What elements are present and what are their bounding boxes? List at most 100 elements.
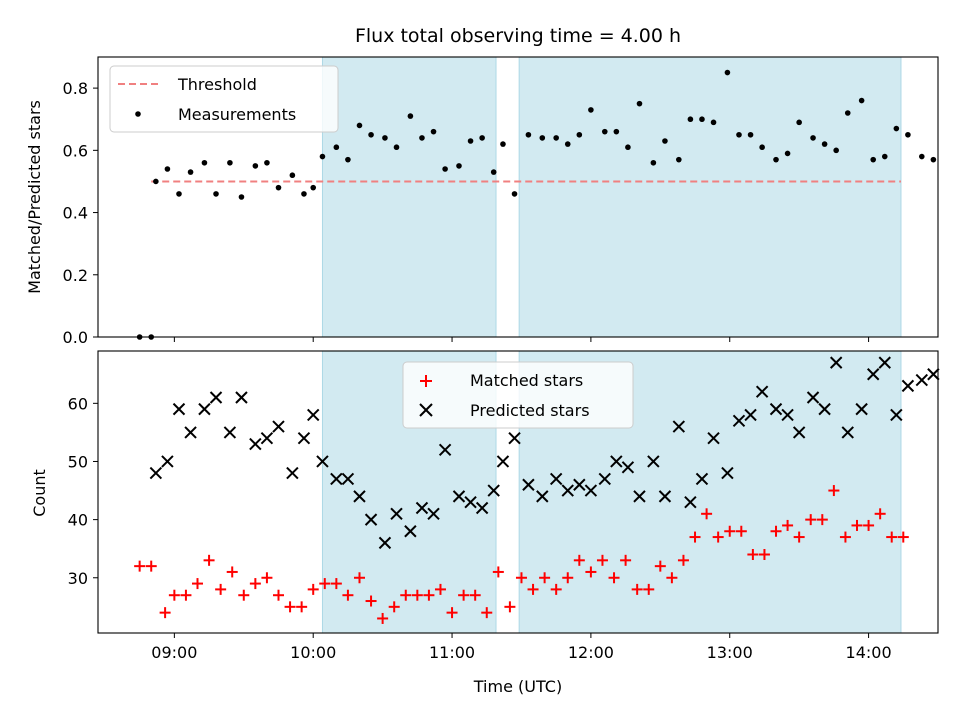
predicted-point xyxy=(316,455,329,468)
measurement-point xyxy=(858,97,865,104)
measurement-point xyxy=(430,128,437,135)
predicted-point xyxy=(404,525,417,538)
matched-point xyxy=(573,554,585,566)
bottom-x-tick-label: 10:00 xyxy=(290,643,336,662)
matched-point xyxy=(770,525,782,537)
measurement-point xyxy=(919,153,925,160)
predicted-point-stroke xyxy=(818,402,831,416)
predicted-point-stroke xyxy=(769,402,783,416)
matched-point xyxy=(492,566,504,578)
predicted-point-stroke xyxy=(927,368,940,381)
matched-point xyxy=(874,508,886,520)
predicted-point-stroke xyxy=(260,432,274,445)
matched-point xyxy=(758,549,770,561)
predicted-point-stroke xyxy=(806,391,820,404)
predicted-point xyxy=(927,368,940,381)
predicted-point xyxy=(829,356,843,369)
matched-point xyxy=(839,531,851,543)
top-axis-ticks: 0.0 0.2 0.4 0.6 0.8 xyxy=(63,79,870,347)
predicted-point-stroke xyxy=(297,432,311,445)
top-y-tick-label: 0.2 xyxy=(63,266,88,285)
predicted-point xyxy=(781,408,794,422)
predicted-point-stroke xyxy=(901,379,915,393)
measurement-point xyxy=(662,138,668,144)
predicted-point-stroke xyxy=(404,525,417,538)
top-y-tick-label: 0.6 xyxy=(63,141,88,160)
measurement-point xyxy=(759,144,765,151)
bottom-y-tick-label: 40 xyxy=(68,511,88,530)
predicted-point xyxy=(172,402,186,416)
matched-point xyxy=(596,554,608,566)
predicted-point xyxy=(684,495,697,509)
measurement-point xyxy=(821,141,828,147)
predicted-point-stroke xyxy=(598,472,611,486)
predicted-point xyxy=(464,495,477,509)
matched-point xyxy=(585,566,597,578)
predicted-point xyxy=(260,432,274,445)
matched-point xyxy=(689,531,701,543)
matched-point xyxy=(203,554,215,566)
matched-point xyxy=(747,549,759,561)
predicted-point-stroke xyxy=(536,490,549,503)
matched-point xyxy=(388,601,400,613)
matched-point xyxy=(238,589,250,601)
measurement-point xyxy=(382,135,388,141)
predicted-point-stroke xyxy=(915,373,929,387)
predicted-point-stroke xyxy=(223,426,237,439)
predicted-point-stroke xyxy=(755,385,769,398)
predicted-point xyxy=(198,402,211,416)
predicted-point-stroke xyxy=(684,495,697,509)
legend-measurements-label: Measurements xyxy=(178,105,296,124)
measurement-point xyxy=(301,191,307,197)
predicted-point-stroke xyxy=(353,490,366,503)
predicted-point-stroke xyxy=(890,408,903,422)
bottom-y-tick-label: 30 xyxy=(68,569,88,588)
chart-title: Flux total observing time = 4.00 h xyxy=(355,25,681,47)
matched-point xyxy=(307,583,319,595)
measurement-point xyxy=(479,135,485,141)
measurement-point xyxy=(333,144,340,151)
top-y-axis-label: Matched/Predicted stars xyxy=(25,100,44,294)
predicted-point xyxy=(707,432,720,445)
matched-point xyxy=(701,508,713,520)
predicted-point-stroke xyxy=(464,495,477,509)
predicted-point xyxy=(647,455,660,468)
top-shaded-intervals xyxy=(321,57,902,337)
bottom-x-tick-label: 09:00 xyxy=(151,643,197,662)
predicted-point xyxy=(806,391,820,404)
matched-point xyxy=(272,589,284,601)
matched-point xyxy=(411,589,423,601)
matched-point xyxy=(828,485,840,497)
predicted-point xyxy=(184,426,197,439)
predicted-point-stroke xyxy=(621,461,635,474)
predicted-point-stroke xyxy=(721,466,734,480)
matched-point xyxy=(180,589,192,601)
measurement-point xyxy=(747,131,754,138)
predicted-point xyxy=(496,455,510,468)
matched-point xyxy=(365,595,377,607)
legend-predicted-swatch xyxy=(419,403,433,417)
matched-point xyxy=(851,519,863,531)
predicted-point-stroke xyxy=(149,466,163,480)
measurement-point xyxy=(796,119,802,126)
matched-point xyxy=(608,572,620,584)
predicted-point-stroke xyxy=(390,507,403,521)
predicted-point xyxy=(658,490,672,503)
matched-point xyxy=(805,514,817,526)
predicted-point xyxy=(306,408,320,422)
matched-point xyxy=(446,607,458,619)
matched-point xyxy=(159,607,171,619)
predicted-point xyxy=(427,507,440,521)
predicted-point xyxy=(223,426,237,439)
bottom-y-tick-label: 60 xyxy=(68,394,88,413)
matched-stars-series xyxy=(134,485,909,624)
matched-point xyxy=(353,572,365,584)
predicted-point-stroke xyxy=(561,484,574,497)
predicted-point xyxy=(866,368,880,381)
bottom-legend: Matched stars Predicted stars xyxy=(402,361,634,429)
predicted-point xyxy=(721,466,734,480)
predicted-point-stroke xyxy=(378,536,392,550)
predicted-point xyxy=(487,484,500,497)
bottom-x-tick-label: 14:00 xyxy=(846,643,892,662)
predicted-point-stroke xyxy=(829,356,843,369)
